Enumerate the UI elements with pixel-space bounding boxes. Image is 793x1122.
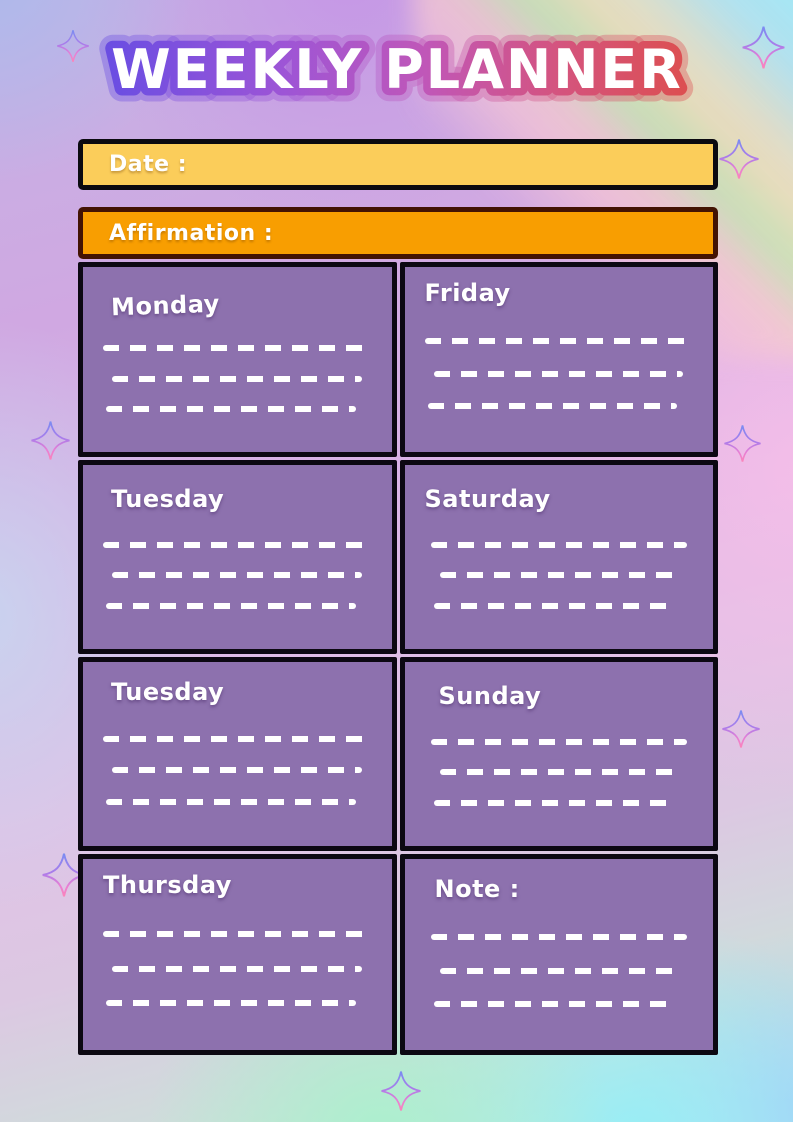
writing-line[interactable] (112, 572, 362, 578)
affirmation-field[interactable]: Affirmation : (78, 207, 718, 259)
writing-area[interactable] (103, 317, 366, 436)
writing-line[interactable] (112, 375, 362, 382)
writing-line[interactable] (439, 572, 683, 578)
day-card-saturday: Saturday (399, 460, 718, 654)
writing-line[interactable] (112, 965, 362, 972)
affirmation-value-area[interactable] (273, 212, 713, 254)
day-card-title: Sunday (438, 682, 542, 710)
writing-line[interactable] (112, 767, 362, 773)
sparkle-icon (30, 420, 71, 461)
day-card-tuesday: Tuesday (78, 460, 397, 654)
affirmation-label: Affirmation : (109, 220, 274, 246)
writing-area[interactable] (425, 903, 687, 1034)
writing-line[interactable] (433, 370, 683, 377)
writing-line[interactable] (433, 1000, 677, 1007)
writing-line[interactable] (103, 541, 366, 548)
writing-line[interactable] (430, 738, 687, 745)
writing-area[interactable] (103, 706, 366, 830)
sparkle-icon (380, 1070, 422, 1112)
writing-area[interactable] (103, 513, 366, 633)
writing-line[interactable] (427, 403, 677, 410)
writing-line[interactable] (103, 735, 366, 742)
writing-line[interactable] (106, 999, 356, 1006)
writing-line[interactable] (103, 931, 366, 938)
writing-area[interactable] (425, 710, 687, 830)
writing-line[interactable] (103, 345, 366, 352)
sparkle-icon (721, 709, 761, 749)
date-label: Date : (109, 152, 188, 177)
day-card-tuesday-2: Tuesday (78, 657, 397, 851)
day-card-thursday: Thursday (78, 854, 397, 1055)
writing-line[interactable] (439, 967, 683, 974)
sparkle-icon (718, 138, 760, 180)
writing-line[interactable] (106, 798, 356, 805)
writing-line[interactable] (430, 541, 687, 548)
day-card-title: Tuesday (111, 485, 225, 513)
writing-line[interactable] (106, 602, 356, 609)
writing-line[interactable] (439, 769, 683, 775)
sparkle-icon (723, 424, 762, 463)
day-card-monday: Monday (78, 262, 397, 457)
page-header: WEEKLY PLANNER WEEKLY PLANNER (0, 24, 793, 120)
writing-line[interactable] (433, 602, 677, 609)
day-card-title: Friday (424, 279, 511, 307)
day-card-title: Thursday (103, 871, 232, 899)
writing-area[interactable] (424, 307, 687, 436)
day-card-sunday: Sunday (399, 657, 718, 851)
day-card-title: Tuesday (111, 678, 225, 706)
day-card-friday: Friday (399, 262, 718, 457)
day-card-title: Monday (110, 289, 221, 322)
writing-line[interactable] (433, 799, 677, 806)
note-card-title: Note : (434, 875, 520, 903)
page-title-halo: WEEKLY PLANNER (111, 38, 683, 101)
note-card: Note : (399, 854, 718, 1055)
day-card-title: Saturday (424, 485, 551, 513)
page-title-text: WEEKLY PLANNER (111, 38, 683, 101)
date-value-area[interactable] (187, 144, 713, 185)
page-title: WEEKLY PLANNER WEEKLY PLANNER (97, 25, 694, 115)
writing-line[interactable] (424, 337, 687, 344)
date-field[interactable]: Date : (78, 139, 718, 190)
writing-area[interactable] (103, 899, 366, 1034)
writing-line[interactable] (106, 405, 356, 412)
writing-line[interactable] (430, 934, 687, 941)
writing-area[interactable] (425, 513, 687, 633)
week-grid: Monday Friday Tuesday Satu (78, 262, 718, 1055)
